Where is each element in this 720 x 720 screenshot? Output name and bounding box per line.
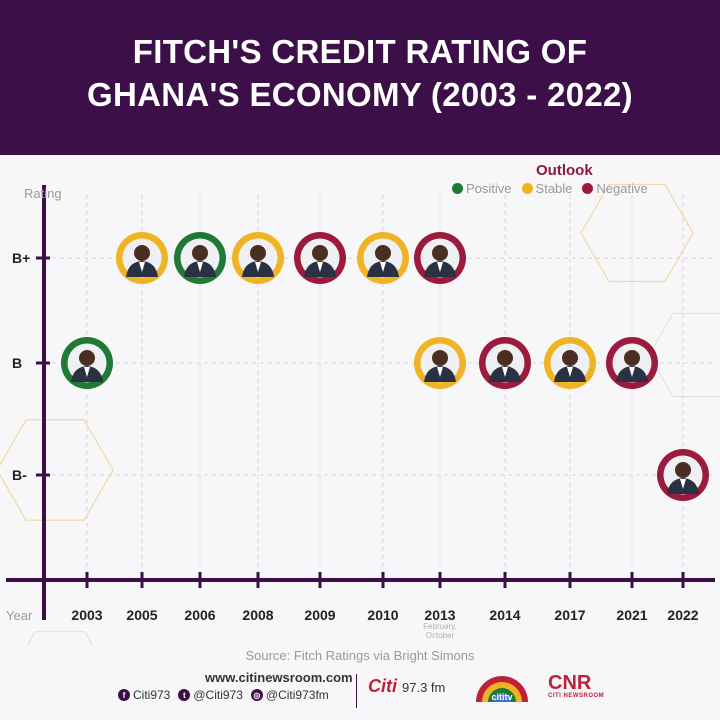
y-tick-label: B+: [12, 250, 30, 266]
cnr-logo-subtext: CITI NEWSROOM: [548, 693, 605, 699]
shirt-collar: [380, 262, 386, 272]
cnr-logo-text: CNR: [548, 672, 592, 694]
portrait-head: [675, 462, 691, 478]
shirt-collar: [317, 262, 323, 272]
portrait-head: [250, 245, 266, 261]
social-twitter[interactable]: t @Citi973: [178, 688, 243, 702]
shirt-collar: [437, 262, 443, 272]
x-tick-note: February,: [423, 622, 457, 631]
portrait-head: [432, 245, 448, 261]
shirt-collar: [255, 262, 261, 272]
x-tick-label: 2014: [489, 607, 520, 623]
citi-tv-logo-text: cititv: [491, 692, 512, 702]
decorative-hexagon: [26, 631, 94, 645]
portrait-head: [432, 350, 448, 366]
legend-dot-stable: [521, 183, 533, 194]
legend-item-positive: Positive: [452, 181, 512, 196]
y-axis-title: Rating: [24, 186, 62, 201]
shirt-collar: [567, 367, 573, 377]
website-link[interactable]: www.citinewsroom.com: [205, 670, 353, 685]
social-handles: f Citi973 t @Citi973 ◎ @Citi973fm: [118, 688, 329, 702]
x-tick-label: 2003: [71, 607, 102, 623]
portrait-head: [562, 350, 578, 366]
x-tick-label: 2008: [242, 607, 273, 623]
x-tick-label: 2021: [616, 607, 647, 623]
decorative-hexagon: [580, 183, 694, 283]
header-banner: FITCH'S CREDIT RATING OF GHANA'S ECONOMY…: [0, 0, 720, 155]
decorative-hexagon: [0, 419, 114, 521]
title-line-1: FITCH'S CREDIT RATING OF: [132, 33, 588, 70]
citi-logo-text: Citi: [368, 676, 397, 696]
citi-logo-frequency: 97.3 fm: [402, 680, 446, 695]
x-tick-label: 2017: [554, 607, 585, 623]
shirt-collar: [84, 367, 90, 377]
portrait-head: [192, 245, 208, 261]
shirt-collar: [502, 367, 508, 377]
shirt-collar: [680, 479, 686, 489]
x-tick-label: 2010: [367, 607, 398, 623]
x-tick-label: 2006: [184, 607, 215, 623]
cnr-logo: CNR CITI NEWSROOM: [548, 672, 604, 699]
legend-item-stable: Stable: [521, 181, 573, 196]
x-tick-note: October: [426, 631, 455, 640]
x-axis-title: Year: [6, 608, 33, 623]
portrait-head: [312, 245, 328, 261]
legend-dot-positive: [452, 183, 463, 194]
legend: Positive Stable Negative: [452, 181, 648, 196]
shirt-collar: [629, 367, 635, 377]
shirt-collar: [197, 262, 203, 272]
footer-divider: [356, 674, 357, 708]
instagram-icon: ◎: [250, 689, 263, 701]
legend-title: Outlook: [536, 162, 593, 179]
legend-label-negative: Negative: [596, 181, 648, 196]
social-facebook[interactable]: f Citi973: [118, 688, 170, 702]
decorative-hexagon: [648, 312, 720, 398]
legend-label-stable: Stable: [535, 181, 573, 196]
portrait-head: [497, 350, 513, 366]
x-tick-label: 2005: [126, 607, 157, 623]
twitter-icon: t: [178, 689, 191, 701]
legend-label-positive: Positive: [466, 181, 512, 196]
social-instagram[interactable]: ◎ @Citi973fm: [250, 688, 329, 702]
legend-item-negative: Negative: [582, 181, 648, 196]
social-instagram-label: @Citi973fm: [265, 688, 329, 702]
rating-chart: Rating Year B- B B+ 2003 2005 2006 2008 2009 2010 2…: [0, 183, 720, 645]
shirt-collar: [139, 262, 145, 272]
shirt-collar: [437, 367, 443, 377]
title-line-2: GHANA'S ECONOMY (2003 - 2022): [87, 76, 633, 113]
legend-dot-negative: [582, 183, 594, 194]
citi-fm-logo: Citi 97.3 fm: [368, 676, 445, 697]
facebook-icon: f: [118, 689, 130, 701]
portrait-head: [134, 245, 150, 261]
portrait-head: [624, 350, 640, 366]
source-note: Source: Fitch Ratings via Bright Simons: [245, 648, 475, 663]
portrait-head: [375, 245, 391, 261]
y-tick-label: B-: [12, 467, 27, 483]
portrait-head: [79, 350, 95, 366]
x-tick-label: 2022: [667, 607, 698, 623]
citi-tv-logo: cititv: [476, 676, 528, 702]
social-twitter-label: @Citi973: [193, 688, 243, 702]
x-tick-label: 2013: [424, 607, 455, 623]
y-tick-label: B: [12, 355, 22, 371]
page-title: FITCH'S CREDIT RATING OF GHANA'S ECONOMY…: [0, 30, 720, 116]
x-tick-label: 2009: [304, 607, 335, 623]
social-facebook-label: Citi973: [133, 688, 171, 702]
